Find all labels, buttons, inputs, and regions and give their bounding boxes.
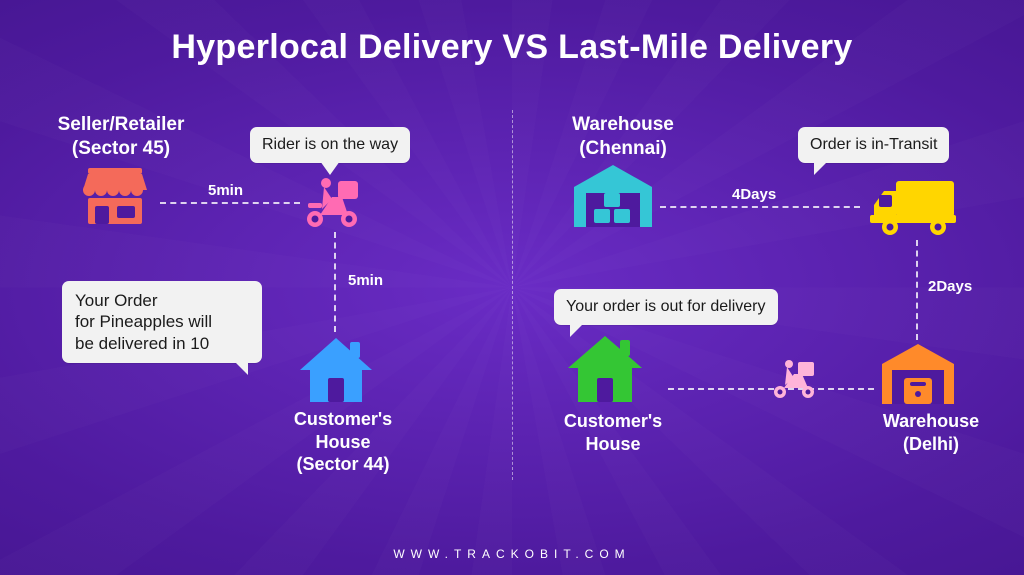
time-wh-truck: 4Days xyxy=(732,186,776,203)
store-icon xyxy=(80,168,150,226)
warehouse-orange-icon xyxy=(880,342,956,406)
customer-right-line2: House xyxy=(548,433,678,456)
warehouse-b-label: Warehouse (Delhi) xyxy=(866,410,996,455)
warehouse-teal-icon xyxy=(572,163,654,229)
warehouse-a-line2: (Chennai) xyxy=(548,137,698,161)
center-divider xyxy=(512,110,513,480)
truck-icon xyxy=(868,177,960,237)
customer-right-line1: Customer's xyxy=(548,410,678,433)
out-for-delivery-text: Your order is out for delivery xyxy=(566,298,766,315)
seller-label: Seller/Retailer (Sector 45) xyxy=(36,113,206,161)
warehouse-a-label: Warehouse (Chennai) xyxy=(548,113,698,161)
time-truck-wh2: 2Days xyxy=(928,278,972,295)
transit-bubble: Order is in-Transit xyxy=(798,127,949,163)
time-rider-house: 5min xyxy=(348,272,383,289)
bubble-tail xyxy=(234,361,248,375)
page-title: Hyperlocal Delivery VS Last-Mile Deliver… xyxy=(0,28,1024,67)
warehouse-b-line2: (Delhi) xyxy=(866,433,996,456)
customer-right-label: Customer's House xyxy=(548,410,678,455)
seller-label-line2: (Sector 45) xyxy=(36,137,206,161)
eta-line1: Your Order xyxy=(75,290,249,311)
time-seller-rider: 5min xyxy=(208,182,243,199)
customer-left-line1: Customer's xyxy=(278,408,408,431)
rider-small-icon xyxy=(770,358,818,400)
customer-left-line3: (Sector 44) xyxy=(278,453,408,476)
rider-status-bubble: Rider is on the way xyxy=(250,127,410,163)
dash-truck-to-wh2 xyxy=(916,240,918,340)
dash-seller-to-rider xyxy=(160,202,300,204)
dash-wh-to-truck xyxy=(660,206,860,208)
footer-url: WWW.TRACKOBIT.COM xyxy=(0,547,1024,561)
dash-rider-to-house xyxy=(334,232,336,332)
seller-label-line1: Seller/Retailer xyxy=(36,113,206,137)
house-green-icon xyxy=(566,334,644,404)
bubble-tail xyxy=(814,161,828,175)
warehouse-b-line1: Warehouse xyxy=(866,410,996,433)
eta-line2: for Pineapples will xyxy=(75,311,249,332)
bubble-tail xyxy=(320,161,340,175)
customer-left-line2: House xyxy=(278,431,408,454)
warehouse-a-line1: Warehouse xyxy=(548,113,698,137)
rider-status-text: Rider is on the way xyxy=(262,136,398,153)
rider-icon xyxy=(302,175,362,229)
transit-text: Order is in-Transit xyxy=(810,136,937,153)
eta-bubble: Your Order for Pineapples will be delive… xyxy=(62,281,262,363)
eta-line3: be delivered in 10 xyxy=(75,333,249,354)
customer-left-label: Customer's House (Sector 44) xyxy=(278,408,408,476)
house-blue-icon xyxy=(298,336,374,404)
out-for-delivery-bubble: Your order is out for delivery xyxy=(554,289,778,325)
